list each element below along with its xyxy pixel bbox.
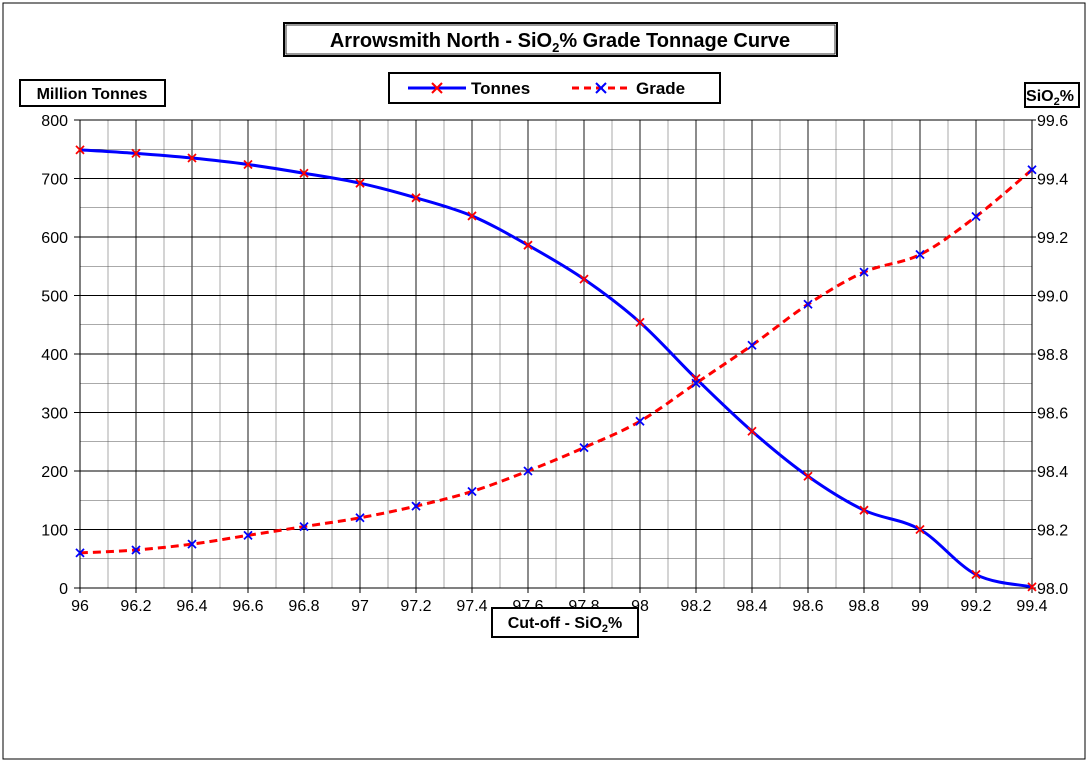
- data-point-grade: [635, 416, 645, 426]
- data-point-grade: [747, 340, 757, 350]
- data-point-grade: [579, 442, 589, 453]
- data-point-grade: [523, 466, 533, 476]
- left-tick-label: 400: [41, 347, 68, 364]
- data-point-tonnes: [299, 168, 309, 178]
- right-tick-label: 98.6: [1037, 406, 1068, 423]
- data-point-tonnes: [635, 317, 645, 328]
- right-tick-label: 99.6: [1037, 113, 1068, 130]
- data-point-grade: [803, 299, 813, 309]
- data-point-grade: [411, 501, 421, 511]
- right-tick-label: 98.0: [1037, 581, 1068, 598]
- right-tick-label: 99.4: [1037, 172, 1068, 189]
- x-tick-label: 99: [911, 598, 929, 615]
- data-point-grade: [1027, 165, 1037, 175]
- data-point-grade: [467, 486, 477, 497]
- x-tick-label: 98.2: [680, 598, 711, 615]
- data-point-tonnes: [579, 274, 589, 284]
- x-tick-label: 96: [71, 598, 89, 615]
- data-point-tonnes: [1027, 582, 1037, 592]
- x-axis-tick-labels: 96 96.2 96.4 96.6 96.8 97 97.2 97.4 97.6 97.8 98 98…: [71, 588, 1048, 615]
- legend-marker-grade: [595, 82, 607, 94]
- left-tick-label: 0: [59, 581, 68, 598]
- x-tick-label: 97.2: [400, 598, 431, 615]
- data-point-tonnes: [411, 193, 421, 203]
- data-point-tonnes: [355, 178, 365, 188]
- right-tick-label: 99.0: [1037, 289, 1068, 306]
- data-point-grade: [75, 548, 85, 558]
- left-tick-label: 300: [41, 406, 68, 423]
- x-tick-label: 99.2: [960, 598, 991, 615]
- legend-label-tonnes: Tonnes: [471, 79, 530, 98]
- legend-item-grade: Grade: [572, 79, 685, 98]
- left-axis-label: Million Tonnes: [37, 86, 148, 103]
- x-tick-label: 96.6: [232, 598, 263, 615]
- x-axis-label: Cut-off - SiO2%: [508, 615, 623, 635]
- data-point-grade: [971, 211, 981, 222]
- right-axis-label-box: SiO2%: [1024, 82, 1080, 108]
- data-point-tonnes: [75, 145, 85, 155]
- legend-label-grade: Grade: [636, 79, 685, 98]
- x-tick-label: 96.2: [120, 598, 151, 615]
- series-markers: [75, 145, 1037, 592]
- x-tick-label: 97: [351, 598, 369, 615]
- data-point-tonnes: [131, 148, 141, 158]
- data-point-grade: [243, 530, 253, 540]
- data-point-grade: [355, 513, 365, 523]
- right-tick-label: 98.4: [1037, 464, 1068, 481]
- left-axis-label-box: Million Tonnes: [19, 79, 166, 107]
- x-tick-label: 98.8: [848, 598, 879, 615]
- right-tick-label: 98.2: [1037, 523, 1068, 540]
- left-tick-label: 100: [41, 523, 68, 540]
- left-tick-label: 500: [41, 289, 68, 306]
- left-tick-label: 200: [41, 464, 68, 481]
- data-point-grade: [299, 521, 309, 532]
- chart-title-box: Arrowsmith North - SiO2% Grade Tonnage C…: [283, 22, 838, 57]
- left-tick-label: 700: [41, 172, 68, 189]
- left-axis-tick-labels: 0 100 200 300 400 500 600 700 800: [41, 113, 80, 598]
- left-tick-label: 800: [41, 113, 68, 130]
- right-axis-tick-labels: 98.0 98.2 98.4 98.6 98.8 99.0 99.2 99.4 99.6: [1032, 113, 1068, 598]
- data-point-grade: [915, 249, 925, 260]
- data-point-tonnes: [915, 524, 925, 535]
- data-point-grade: [131, 545, 141, 555]
- chart-title: Arrowsmith North - SiO2% Grade Tonnage C…: [330, 30, 790, 55]
- x-axis-label-box: Cut-off - SiO2%: [491, 607, 639, 638]
- x-tick-label: 98.6: [792, 598, 823, 615]
- x-tick-label: 97.4: [456, 598, 487, 615]
- right-tick-label: 99.2: [1037, 230, 1068, 247]
- data-point-tonnes: [747, 426, 757, 436]
- right-axis-label: SiO2%: [1026, 88, 1074, 108]
- x-tick-label: 99.4: [1016, 598, 1047, 615]
- left-tick-label: 600: [41, 230, 68, 247]
- legend-item-tonnes: Tonnes: [408, 79, 530, 98]
- data-point-tonnes: [243, 159, 253, 170]
- x-tick-label: 96.8: [288, 598, 319, 615]
- data-point-tonnes: [467, 211, 477, 221]
- data-point-tonnes: [971, 569, 981, 580]
- data-point-grade: [691, 378, 701, 388]
- data-point-tonnes: [859, 505, 869, 515]
- x-tick-label: 96.4: [176, 598, 207, 615]
- right-tick-label: 98.8: [1037, 347, 1068, 364]
- horizontal-gridlines: [80, 119, 1032, 589]
- x-tick-label: 98.4: [736, 598, 767, 615]
- data-point-grade: [187, 539, 197, 549]
- data-point-grade: [859, 267, 869, 277]
- data-point-tonnes: [523, 240, 533, 250]
- legend-marker-tonnes: [431, 82, 443, 94]
- data-point-tonnes: [187, 153, 197, 163]
- legend: Tonnes Grade: [388, 72, 721, 104]
- data-point-tonnes: [803, 471, 813, 481]
